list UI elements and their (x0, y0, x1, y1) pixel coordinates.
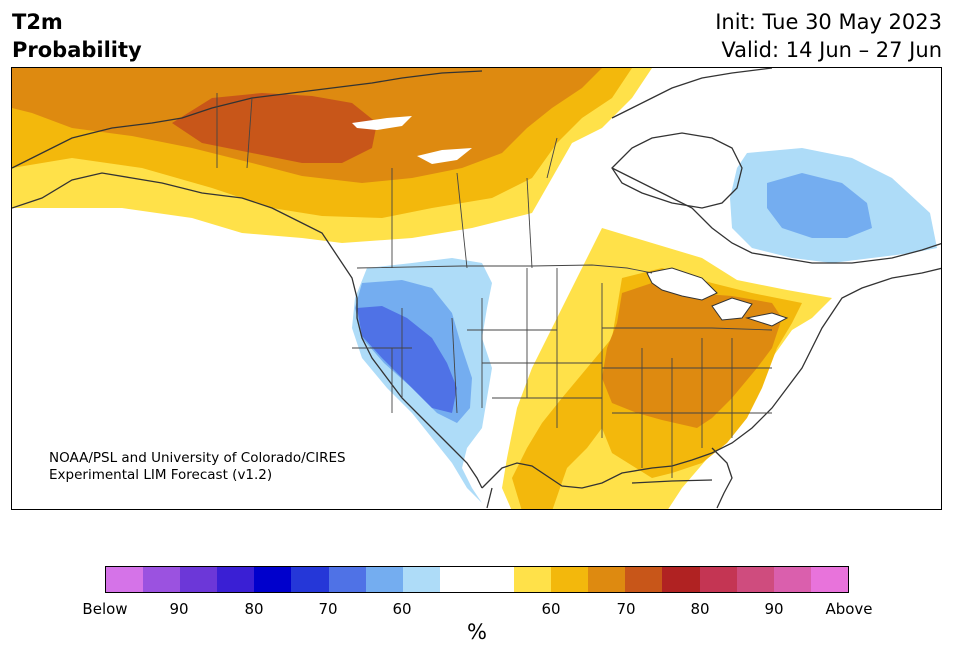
below-70-region-west (357, 306, 457, 413)
colorbar-unit: % (467, 620, 487, 644)
colorbar-tick-above-70: 70 (616, 600, 636, 618)
colorbar-tick-above-60: 60 (541, 600, 561, 618)
colorbar-segment-7 (365, 567, 403, 592)
init-date: Init: Tue 30 May 2023 (715, 10, 942, 34)
colorbar-tick-above: Above (825, 600, 873, 618)
lake-north-1 (352, 116, 412, 130)
colorbar-segment-12 (551, 567, 589, 592)
above-70-region-east (602, 283, 782, 428)
colorbar-segment-17 (736, 567, 774, 592)
credit-line-1: NOAA/PSL and University of Colorado/CIRE… (49, 450, 346, 466)
colorbar-segment-3 (217, 567, 255, 592)
coastlines (12, 68, 941, 509)
colorbar-segment-19 (810, 567, 848, 592)
colorbar-segment-1 (143, 567, 181, 592)
above-75-region-north (172, 93, 377, 163)
colorbar-tick-below-90: 90 (169, 600, 189, 618)
colorbar (105, 566, 849, 593)
map-svg (12, 68, 941, 509)
data-credit: NOAA/PSL and University of Colorado/CIRE… (49, 450, 346, 484)
colorbar-segment-14 (625, 567, 663, 592)
map-title: T2m Probability (12, 8, 142, 64)
colorbar-tick-below-70: 70 (318, 600, 338, 618)
forecast-dates: Init: Tue 30 May 2023 Valid: 14 Jun – 27… (715, 8, 942, 64)
colorbar-segment-13 (588, 567, 626, 592)
title-subtitle: Probability (12, 38, 142, 62)
title-variable: T2m (12, 10, 63, 34)
colorbar-segment-4 (254, 567, 292, 592)
colorbar-tick-below: Below (82, 600, 128, 618)
colorbar-segment-0 (106, 567, 144, 592)
colorbar-segment-15 (662, 567, 700, 592)
colorbar-segment-11 (514, 567, 552, 592)
colorbar-tick-above-80: 80 (690, 600, 710, 618)
colorbar-tick-below-60: 60 (392, 600, 412, 618)
probability-map (11, 67, 942, 510)
colorbar-segment-6 (328, 567, 366, 592)
colorbar-tick-below-80: 80 (244, 600, 264, 618)
colorbar-segment-9 (439, 567, 477, 592)
colorbar-segment-18 (773, 567, 811, 592)
colorbar-segment-10 (476, 567, 515, 592)
colorbar-tick-above-90: 90 (764, 600, 784, 618)
political-borders (216, 93, 773, 478)
colorbar-segment-2 (180, 567, 218, 592)
great-lakes (646, 267, 789, 327)
colorbar-segment-8 (402, 567, 440, 592)
credit-line-2: Experimental LIM Forecast (v1.2) (49, 467, 273, 483)
valid-range: Valid: 14 Jun – 27 Jun (721, 38, 942, 62)
lake-north-2 (417, 148, 472, 164)
colorbar-segment-5 (291, 567, 329, 592)
below-65-region-east (767, 173, 872, 238)
colorbar-segment-16 (699, 567, 737, 592)
